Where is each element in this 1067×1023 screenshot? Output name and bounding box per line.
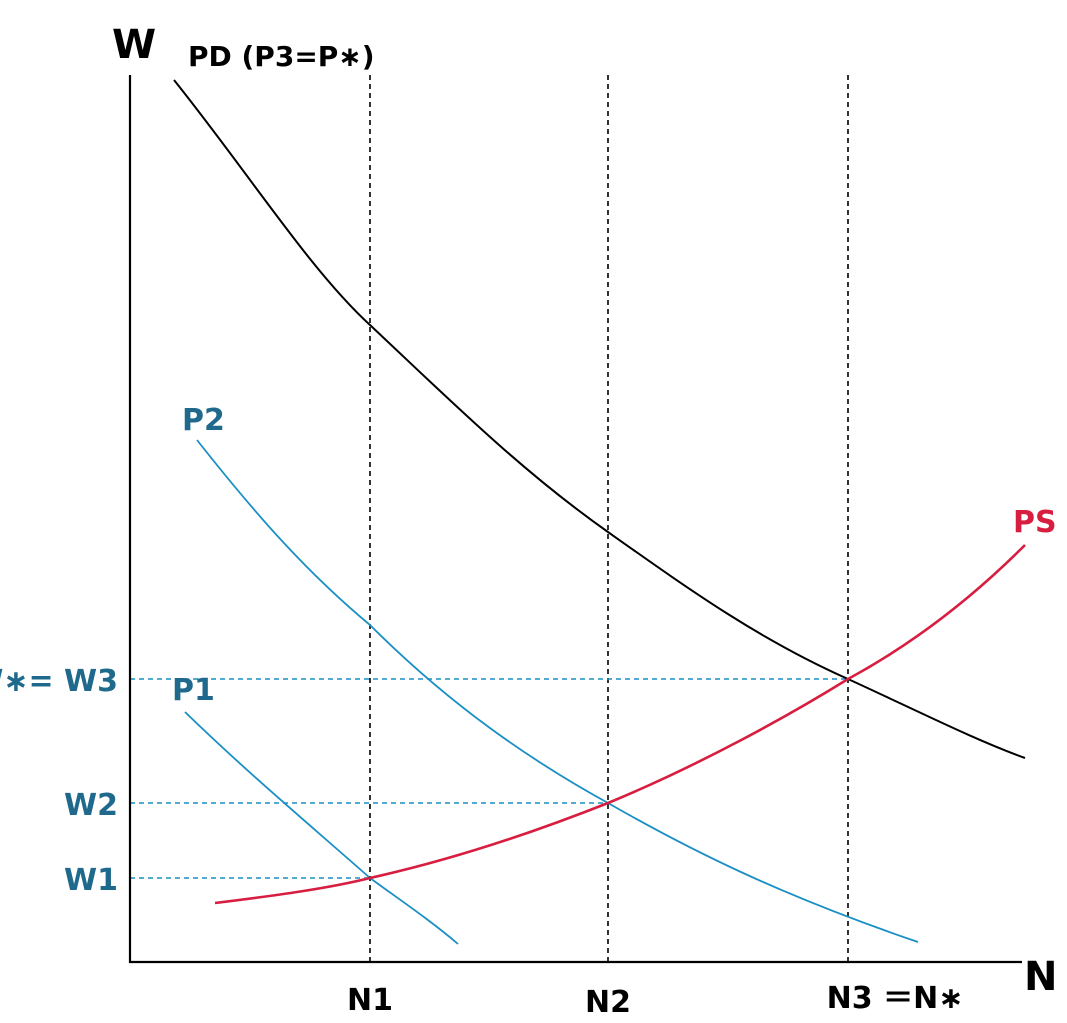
w2-tick-label: W2	[64, 788, 118, 823]
w1-tick-label: W1	[64, 863, 118, 898]
p2-curve	[196, 439, 919, 943]
ps-curve-label: PS	[1013, 505, 1057, 540]
w3-tick-label: W∗= W3	[0, 664, 118, 699]
n1-tick-label: N1	[347, 983, 393, 1018]
ps-curve	[214, 544, 1026, 905]
p1-curve-label: P1	[172, 673, 215, 708]
p2-curve-label: P2	[182, 403, 225, 438]
y-axis-title: W	[112, 22, 156, 68]
pd-curve-label: PD (P3=P∗)	[188, 40, 375, 73]
pd-curve	[173, 79, 1026, 759]
n3-tick-label: N3 ＝N∗	[827, 981, 964, 1016]
x-axis-title: N	[1024, 954, 1057, 1000]
n2-tick-label: N2	[585, 985, 631, 1020]
p1-curve	[184, 711, 459, 945]
